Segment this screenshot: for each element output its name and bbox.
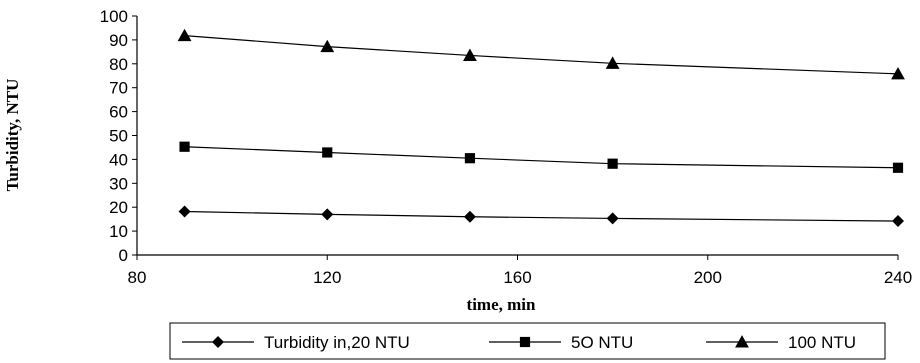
y-tick-label: 70: [109, 79, 128, 98]
series-line: [184, 34, 899, 75]
legend-marker: [735, 335, 749, 348]
x-tick-label: 240: [884, 268, 912, 287]
y-axis-title: Turbidity, NTU: [3, 79, 22, 192]
data-point: [320, 39, 335, 53]
series-1: [178, 205, 904, 228]
data-point: [322, 147, 333, 158]
legend: Turbidity in,20 NTU 5O NTU 100 NTU: [169, 322, 886, 360]
y-tick-label: 10: [109, 222, 128, 241]
series-3: [177, 28, 905, 80]
legend-item: 5O NTU: [489, 333, 633, 352]
y-tick-label: 90: [109, 31, 128, 50]
y-tick-label: 80: [109, 55, 128, 74]
axes: 0 10 20 30 40 50 60 70 80 90 100 80 120 160 200 240: [100, 7, 913, 287]
x-tick-label: 200: [694, 268, 722, 287]
data-point: [178, 205, 191, 218]
series-group: [177, 28, 905, 228]
y-tick-label: 0: [119, 246, 128, 265]
x-tick-label: 80: [128, 268, 147, 287]
y-tick-label: 100: [100, 7, 128, 26]
data-point: [463, 48, 477, 61]
y-tick-label: 50: [109, 127, 128, 146]
legend-label: 5O NTU: [571, 333, 633, 352]
series-line: [184, 210, 899, 222]
y-tick-label: 60: [109, 103, 128, 122]
data-point: [607, 158, 618, 169]
data-point: [892, 215, 904, 228]
data-point: [605, 56, 620, 69]
y-tick-label: 30: [109, 174, 128, 193]
x-axis-ticks: 80 120 160 200 240: [128, 255, 912, 287]
data-point: [463, 210, 476, 223]
series-line: [184, 146, 899, 169]
y-tick-label: 20: [109, 198, 128, 217]
x-tick-label: 120: [313, 268, 341, 287]
legend-marker: [212, 336, 224, 348]
data-point: [177, 28, 192, 42]
legend-item: 100 NTU: [706, 333, 856, 352]
x-tick-label: 160: [503, 268, 531, 287]
legend-label: 100 NTU: [788, 333, 856, 352]
data-point: [606, 212, 619, 225]
data-point: [464, 153, 476, 164]
legend-label: Turbidity in,20 NTU: [264, 333, 410, 352]
y-tick-label: 40: [109, 150, 128, 169]
legend-marker: [519, 336, 531, 348]
legend-item: Turbidity in,20 NTU: [182, 333, 410, 352]
series-2: [179, 141, 904, 173]
data-point: [892, 162, 904, 173]
x-axis-title: time, min: [467, 295, 536, 314]
data-point: [179, 141, 190, 152]
y-axis-ticks: 0 10 20 30 40 50 60 70 80 90 100: [100, 7, 137, 265]
data-point: [321, 208, 334, 221]
data-point: [891, 66, 905, 80]
